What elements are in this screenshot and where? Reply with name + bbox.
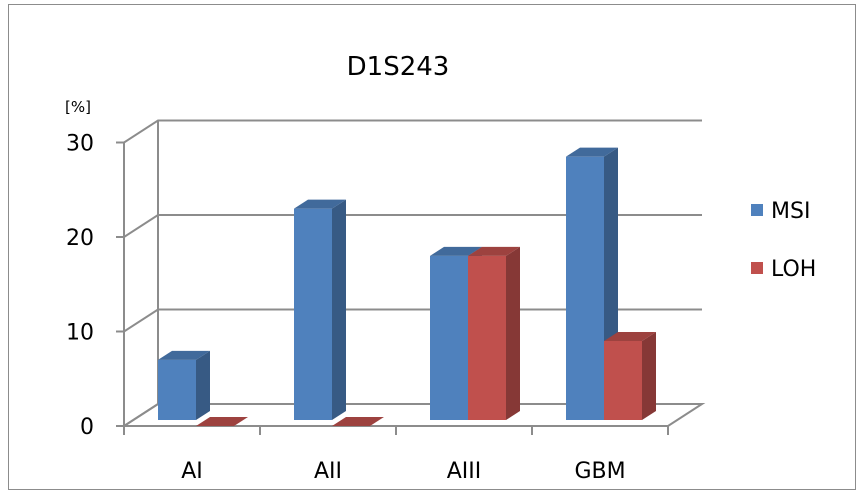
legend-swatch-loh — [751, 262, 763, 274]
bar-top — [468, 246, 520, 256]
gridline — [123, 308, 702, 333]
bar-front — [468, 255, 506, 420]
gridline — [123, 119, 702, 144]
x-category-label: AII — [314, 459, 342, 484]
bar-top — [158, 350, 210, 360]
bar-front — [604, 340, 642, 420]
bar-loh-aiii — [468, 246, 520, 420]
bar-front — [158, 359, 196, 420]
bar-side — [506, 246, 520, 420]
bar-side — [642, 331, 656, 420]
bar-side — [332, 199, 346, 420]
legend-label-loh: LOH — [771, 257, 816, 282]
bar-loh-aii — [332, 417, 384, 426]
bar-loh-gbm — [604, 331, 656, 420]
x-category-label: GBM — [574, 459, 625, 484]
bar-loh-ai — [196, 417, 248, 426]
bar-side — [196, 350, 210, 420]
bar-msi-aii — [294, 199, 346, 420]
bar-top — [294, 199, 346, 209]
y-tick-label: 0 — [80, 415, 94, 440]
bar-top — [196, 417, 248, 426]
bar-top — [332, 417, 384, 426]
y-tick-label: 20 — [66, 226, 94, 251]
x-category-label: AIII — [447, 459, 482, 484]
bar-top — [430, 246, 482, 256]
chart-title: D1S243 — [347, 52, 450, 82]
bar-top — [604, 331, 656, 341]
bar-front — [430, 255, 468, 420]
legend-label-msi: MSI — [771, 199, 810, 224]
y-axis-unit-label: [%] — [65, 98, 91, 116]
bar-front — [566, 156, 604, 421]
y-tick-label: 10 — [66, 321, 94, 346]
y-tick-labels: 0 10 20 30 — [66, 132, 94, 441]
x-category-labels: AI AII AIII GBM — [181, 459, 625, 484]
bar-top — [566, 147, 618, 157]
bar-msi-ai — [158, 350, 210, 420]
bar-front — [294, 208, 332, 420]
bars — [158, 147, 656, 426]
gridline — [123, 214, 702, 238]
legend: MSI LOH — [751, 199, 816, 282]
legend-swatch-msi — [751, 204, 763, 216]
y-tick-label: 30 — [66, 132, 94, 157]
x-category-label: AI — [181, 459, 203, 484]
